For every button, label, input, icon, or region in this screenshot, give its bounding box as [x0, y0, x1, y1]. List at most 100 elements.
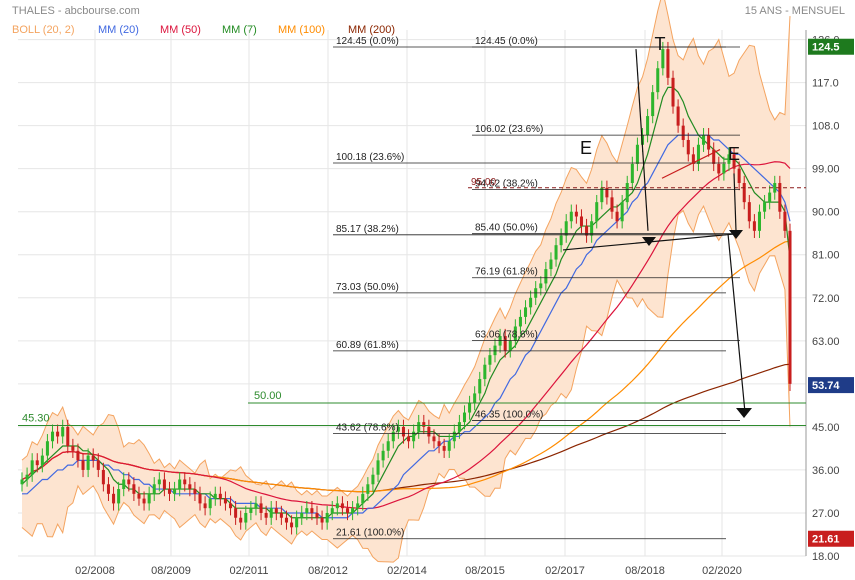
- y-tick-label: 27.00: [812, 508, 840, 520]
- current-price-badge: [808, 377, 854, 394]
- bollinger-band: [22, 0, 790, 563]
- candle: [132, 484, 136, 494]
- candle: [351, 508, 355, 513]
- candle: [91, 455, 95, 461]
- low-price-badge: [808, 530, 854, 547]
- candle: [229, 503, 233, 509]
- fib-right-label: 76.19 (61.8%): [475, 267, 538, 278]
- candle: [284, 517, 288, 523]
- candle: [686, 139, 690, 155]
- candle: [412, 431, 416, 442]
- x-axis: 02/2008 08/2009 02/2011 08/2012 02/2014 08/20…: [75, 565, 742, 577]
- y-tick-label: 81.00: [812, 250, 840, 262]
- candle: [183, 479, 187, 485]
- candle: [518, 316, 522, 327]
- candle: [162, 479, 166, 490]
- candle: [488, 355, 492, 365]
- candle: [646, 116, 650, 136]
- bollinger-upper: [21, 0, 791, 497]
- candle: [173, 489, 177, 494]
- y-axis: 126.0117.0108.099.0090.0081.0072.0063.00…: [805, 30, 854, 563]
- arrow-down-icon: [642, 237, 656, 246]
- candle: [290, 522, 294, 528]
- fib-right-label: 63.06 (78.6%): [475, 330, 538, 341]
- fib-left-label: 124.45 (0.0%): [336, 36, 399, 47]
- candle: [574, 211, 578, 217]
- x-tick-label: 08/2012: [308, 565, 348, 577]
- y-tick-label: 72.00: [812, 293, 840, 305]
- y-tick-label: 45.00: [812, 422, 840, 434]
- candle: [503, 336, 507, 351]
- candle: [595, 202, 599, 222]
- fib-left-label: 85.17 (38.2%): [336, 224, 399, 235]
- pattern-line: [733, 173, 737, 231]
- annotations: 45.30 50.00 124.45 (0.0%) 100.18 (23.6%) 85.…: [18, 34, 806, 540]
- candle: [20, 479, 24, 485]
- candle: [81, 460, 85, 470]
- candle: [717, 163, 721, 174]
- candle: [590, 221, 594, 236]
- candle: [218, 493, 222, 499]
- x-tick-label: 08/2009: [151, 565, 191, 577]
- candle: [71, 446, 75, 451]
- candle: [656, 68, 660, 93]
- ma20-line: [22, 134, 791, 519]
- candle: [630, 163, 634, 184]
- last-price-badge-label: 124.5: [812, 42, 840, 54]
- y-tick-label: 90.00: [812, 207, 840, 219]
- candle: [56, 431, 60, 437]
- candle: [447, 441, 451, 451]
- candle: [783, 211, 787, 231]
- candle: [234, 508, 238, 518]
- candle: [788, 230, 792, 384]
- candle: [681, 125, 685, 140]
- candle: [376, 460, 380, 475]
- candle: [564, 221, 568, 236]
- fib-left-label: 73.03 (50.0%): [336, 282, 399, 293]
- candle: [493, 345, 497, 356]
- candle: [422, 422, 426, 427]
- candle: [381, 450, 385, 461]
- candle: [35, 460, 39, 466]
- candle: [737, 168, 741, 184]
- x-tick-label: 08/2015: [465, 565, 505, 577]
- x-tick-label: 02/2020: [702, 565, 742, 577]
- candle: [335, 503, 339, 509]
- y-tick-label: 36.00: [812, 465, 840, 477]
- ma50-line: [21, 161, 791, 510]
- candle: [101, 469, 105, 485]
- candle: [778, 183, 782, 212]
- candle: [600, 187, 604, 203]
- arrow-down-icon: [736, 408, 752, 418]
- y-tick-label: 117.0: [812, 78, 839, 90]
- candle: [452, 431, 456, 442]
- trend-line: [661, 149, 721, 179]
- pattern-line: [635, 49, 649, 231]
- candle: [442, 446, 446, 451]
- candle: [223, 498, 227, 504]
- candle: [345, 508, 350, 513]
- candle: [712, 149, 716, 164]
- candle: [615, 211, 619, 222]
- chart-period: 15 ANS - MENSUEL: [745, 5, 845, 17]
- candle: [40, 455, 44, 466]
- y-tick-label: 63.00: [812, 336, 840, 348]
- candle: [356, 503, 360, 509]
- candle: [722, 163, 726, 174]
- candle: [483, 364, 487, 380]
- candle: [544, 269, 548, 284]
- legend-item: MM (50): [160, 24, 201, 36]
- candle: [407, 436, 411, 442]
- candle: [300, 512, 304, 518]
- fib-right-label: 46.35 (100.0%): [475, 409, 543, 420]
- candle: [539, 283, 543, 289]
- fib-right-label: 106.02 (23.6%): [475, 124, 543, 135]
- candle: [401, 426, 405, 437]
- candle: [198, 493, 202, 504]
- fib-right-label: 85.40 (50.0%): [475, 223, 538, 234]
- candle: [417, 422, 421, 432]
- bollinger-lower: [21, 205, 791, 563]
- candle: [137, 493, 141, 499]
- arrow-down-icon: [729, 230, 743, 239]
- low-price-badge-label: 21.61: [812, 534, 840, 546]
